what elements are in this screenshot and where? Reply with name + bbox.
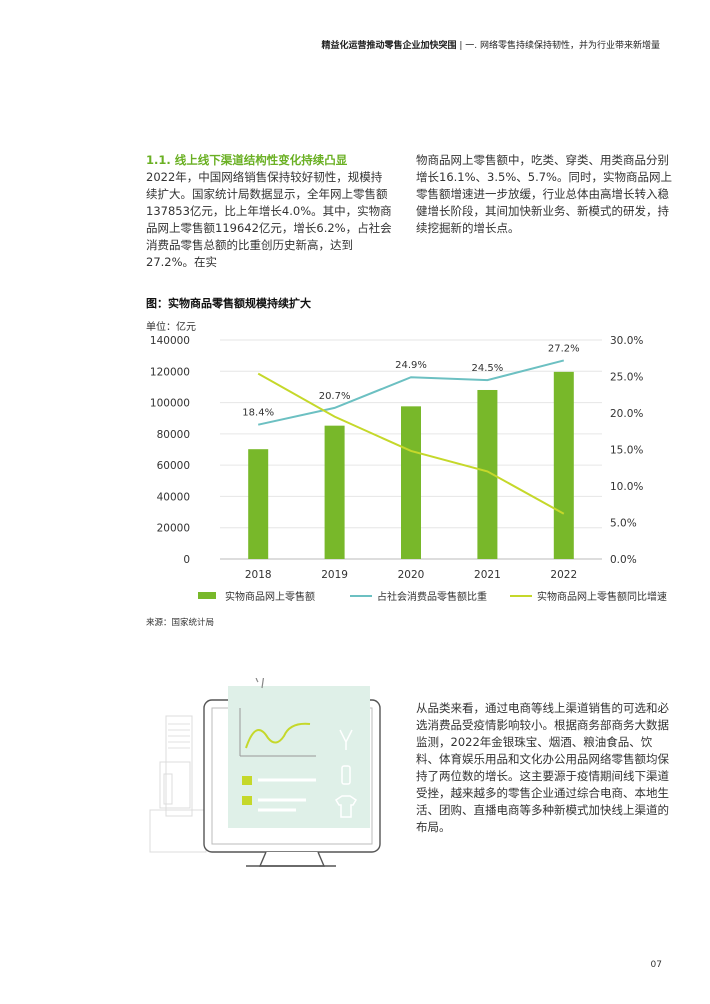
chart-line-icon xyxy=(245,722,311,749)
legend-label: 实物商品网上零售额 xyxy=(225,590,315,603)
bar xyxy=(553,371,574,559)
check-box-icon xyxy=(242,776,252,785)
y-tick-label: 100000 xyxy=(150,398,190,410)
x-tick-label: 2021 xyxy=(474,569,501,581)
bg-bookshelf xyxy=(165,715,193,817)
section-column-2: 物商品网上零售额中，吃类、穿类、用类商品分别增长16.1%、3.5%、5.7%。… xyxy=(416,152,672,237)
tshirt-icon xyxy=(334,795,358,818)
series-line xyxy=(257,359,565,426)
cocktail-glass-icon xyxy=(339,729,353,750)
data-label: 24.5% xyxy=(472,363,504,374)
category-paragraph: 从品类来看，通过电商等线上渠道销售的可选和必选消费品受疫情影响较小。根据商务部商… xyxy=(416,701,669,834)
legend-label: 占社会消费品零售额比重 xyxy=(377,590,487,603)
data-label: 27.2% xyxy=(548,343,580,354)
y-tick-label: 140000 xyxy=(150,335,190,347)
section-heading: 1.1. 线上线下渠道结构性变化持续凸显 xyxy=(146,153,348,167)
chart-title: 图：实物商品零售额规模持续扩大 xyxy=(146,297,311,310)
body-paragraph-part1: 2022年，中国网络销售保持较好韧性，规模持续扩大。国家统计局数据显示，全年网上… xyxy=(146,170,392,269)
y-tick-label: 0 xyxy=(183,554,190,566)
monitor-stand xyxy=(258,851,326,867)
chart-source: 来源：国家统计局 xyxy=(146,618,215,628)
bar xyxy=(477,389,498,559)
y-tick-label: 80000 xyxy=(157,429,190,441)
bar xyxy=(324,425,345,559)
computer-illustration xyxy=(149,678,381,867)
x-tick-label: 2022 xyxy=(550,569,577,581)
report-title: 精益化运营推动零售企业加快突围 xyxy=(321,41,457,51)
legend-swatch xyxy=(198,592,216,599)
body-paragraph-part2: 物商品网上零售额中，吃类、穿类、用类商品分别增长16.1%、3.5%、5.7%。… xyxy=(416,153,672,235)
y2-tick-label: 15.0% xyxy=(610,445,643,457)
y2-tick-label: 25.0% xyxy=(610,372,643,384)
y2-tick-label: 30.0% xyxy=(610,335,643,347)
y2-tick-label: 20.0% xyxy=(610,408,643,420)
section-title: 一. 网络零售持续保持韧性，并为行业带来新增量 xyxy=(465,41,660,51)
document-card xyxy=(228,686,370,828)
chart-unit: 单位：亿元 xyxy=(146,322,196,333)
y-tick-label: 20000 xyxy=(157,523,190,535)
x-tick-label: 2019 xyxy=(321,569,348,581)
y-tick-label: 120000 xyxy=(150,366,190,378)
y2-tick-label: 5.0% xyxy=(610,518,637,530)
legend-label: 实物商品网上零售额同比增速 xyxy=(537,590,667,603)
data-label: 24.9% xyxy=(395,360,427,371)
bar xyxy=(248,449,269,559)
section-column-1: 1.1. 线上线下渠道结构性变化持续凸显 2022年，中国网络销售保持较好韧性，… xyxy=(146,152,392,271)
combo-chart: 18.4% 20.7% 24.9% 24.5% 27.2% 0 20000 40000 600… xyxy=(150,335,667,603)
x-tick-label: 2018 xyxy=(245,569,272,581)
y2-tick-label: 10.0% xyxy=(610,481,643,493)
y-tick-label: 60000 xyxy=(157,460,190,472)
y2-tick-label: 0.0% xyxy=(610,554,637,566)
bar xyxy=(401,406,421,559)
data-label: 20.7% xyxy=(319,391,351,402)
y-tick-label: 40000 xyxy=(157,491,190,503)
bottle-icon xyxy=(341,765,351,785)
series-line xyxy=(257,372,565,515)
page-number: 07 xyxy=(650,960,662,970)
x-tick-label: 2020 xyxy=(398,569,425,581)
paperclip-icon xyxy=(255,678,265,689)
page-header: 精益化运营推动零售企业加快突围 | 一. 网络零售持续保持韧性，并为行业带来新增… xyxy=(321,38,660,51)
header-separator: | xyxy=(459,41,463,51)
check-box-icon xyxy=(242,796,252,805)
data-label: 18.4% xyxy=(242,408,274,419)
